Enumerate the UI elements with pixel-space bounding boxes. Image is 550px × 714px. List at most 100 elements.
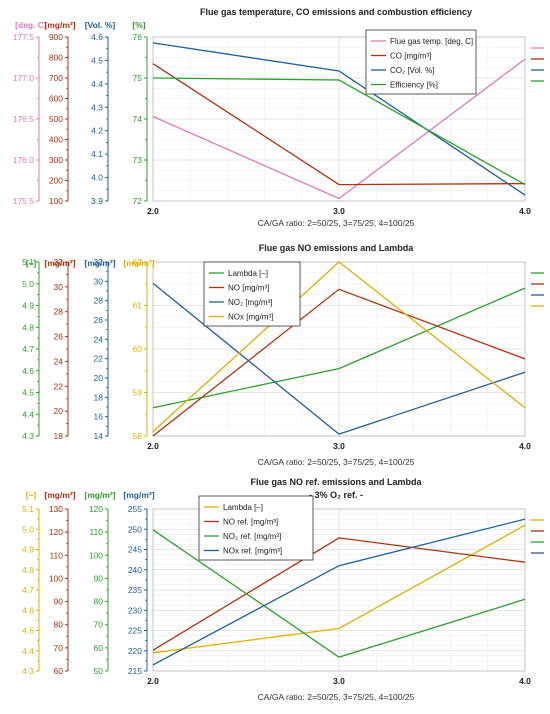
legend-entry: NOx [mg/m³] xyxy=(228,313,273,322)
y-axis-unit: [mg/m³] xyxy=(123,490,154,500)
y-tick-label: 5.0 xyxy=(22,279,34,289)
y-tick-label: 70 xyxy=(54,643,64,653)
y-axis-unit: [mg/m³] xyxy=(44,258,75,268)
y-tick-label: 4.5 xyxy=(22,388,34,398)
y-tick-label: 80 xyxy=(54,620,64,630)
y-tick-label: 100 xyxy=(89,550,103,560)
y-tick-label: 245 xyxy=(128,545,142,555)
y-tick-label: 4.4 xyxy=(22,646,34,656)
chart-panel-2: Flue gas NO emissions and Lambda 2.0 3.0 4.… xyxy=(22,243,544,467)
y-tick-label: 80 xyxy=(94,597,104,607)
y-tick-label: 73 xyxy=(133,155,143,165)
y-tick-label: 230 xyxy=(128,605,142,615)
y-tick-label: 5.1 xyxy=(22,504,34,514)
y-tick-label: 61 xyxy=(133,301,143,311)
x-axis-label: CA/GA ratio: 2=50/25, 3=75/25, 4=100/25 xyxy=(258,457,415,467)
y-tick-label: 24 xyxy=(54,356,64,366)
y-tick-label: 4.7 xyxy=(22,585,34,595)
y-tick-label: 900 xyxy=(49,32,63,42)
y-tick-label: 70 xyxy=(94,620,104,630)
y-axis-1: 4.34.44.54.64.74.84.95.05.1[–] xyxy=(22,257,39,441)
y-tick-label: 30 xyxy=(54,282,64,292)
chart-panel-1: Flue gas temperature, CO emissions and c… xyxy=(13,7,544,228)
y-tick-label: 500 xyxy=(49,114,63,124)
y-tick-label: 120 xyxy=(89,504,103,514)
y-tick-label: 175.5 xyxy=(13,196,35,206)
legend-entry: CO₂ [Vol. %] xyxy=(390,66,434,75)
y-axis-unit: [mg/m³] xyxy=(123,258,154,268)
legend-entry: Lambda [–] xyxy=(228,269,268,278)
legend-entry: Efficiency [%] xyxy=(390,81,438,90)
y-tick-label: 4.4 xyxy=(91,79,103,89)
y-axis-unit: [–] xyxy=(26,258,37,268)
y-tick-label: 4.4 xyxy=(22,409,34,419)
y-tick-label: 90 xyxy=(54,597,64,607)
y-tick-label: 130 xyxy=(49,504,63,514)
chart-title: Flue gas temperature, CO emissions and c… xyxy=(200,7,472,17)
legend: Lambda [–] NO [mg/m³] NO₂ [mg/m³] NOx [mg/m… xyxy=(204,262,300,326)
y-tick-label: 4.5 xyxy=(91,55,103,65)
legend-entry: NO [mg/m³] xyxy=(228,284,269,293)
y-tick-label: 4.8 xyxy=(22,565,34,575)
y-tick-label: 4.6 xyxy=(22,605,34,615)
y-tick-label: 14 xyxy=(94,431,104,441)
legend-entry: NO ref. [mg/m³] xyxy=(223,518,278,527)
legend-entry: NO₂ [mg/m³] xyxy=(228,298,272,307)
y-tick-label: 4.2 xyxy=(91,126,103,136)
y-axis-unit: [mg/m³] xyxy=(44,20,75,30)
y-tick-label: 58 xyxy=(133,431,143,441)
x-axis-label: CA/GA ratio: 2=50/25, 3=75/25, 4=100/25 xyxy=(258,218,415,228)
x-tick-label: 4.0 xyxy=(519,441,531,451)
x-tick-label: 2.0 xyxy=(147,441,159,451)
y-tick-label: 800 xyxy=(49,53,63,63)
y-axis-unit: [mg/m³] xyxy=(84,490,115,500)
y-tick-label: 4.6 xyxy=(22,366,34,376)
y-tick-label: 120 xyxy=(49,527,63,537)
y-axis-unit: [Vol. %] xyxy=(85,20,116,30)
y-tick-label: 4.9 xyxy=(22,545,34,555)
y-tick-label: 76 xyxy=(133,32,143,42)
y-tick-label: 4.0 xyxy=(91,173,103,183)
y-tick-label: 240 xyxy=(128,565,142,575)
legend-entry: NO₂ ref. [mg/m³] xyxy=(223,532,281,541)
y-tick-label: 110 xyxy=(89,527,103,537)
y-tick-label: 30 xyxy=(94,276,104,286)
y-tick-label: 22 xyxy=(54,381,64,391)
x-tick-label: 3.0 xyxy=(333,441,345,451)
chart-panel-3: Flue gas NO ref. emissions and Lambda- 3… xyxy=(22,477,544,702)
y-tick-label: 4.8 xyxy=(22,322,34,332)
y-tick-label: 16 xyxy=(94,412,104,422)
y-tick-label: 100 xyxy=(49,196,63,206)
y-tick-label: 200 xyxy=(49,176,63,186)
y-tick-label: 20 xyxy=(54,406,64,416)
y-tick-label: 90 xyxy=(94,573,104,583)
x-tick-label: 2.0 xyxy=(147,676,159,686)
legend-entry: Flue gas temp. [deg. C] xyxy=(390,37,473,46)
y-tick-label: 176.5 xyxy=(13,114,35,124)
y-tick-label: 225 xyxy=(128,626,142,636)
y-tick-label: 110 xyxy=(49,550,63,560)
y-tick-label: 255 xyxy=(128,504,142,514)
y-tick-label: 250 xyxy=(128,524,142,534)
x-tick-label: 4.0 xyxy=(519,676,531,686)
y-tick-label: 215 xyxy=(128,666,142,676)
y-axis-3: 3.94.04.14.24.34.44.54.6[Vol. %] xyxy=(85,20,116,206)
y-tick-label: 700 xyxy=(49,73,63,83)
y-tick-label: 4.9 xyxy=(22,301,34,311)
y-tick-label: 18 xyxy=(54,431,64,441)
y-axis-unit: [mg/m³] xyxy=(44,490,75,500)
y-tick-label: 50 xyxy=(94,666,104,676)
y-tick-label: 22 xyxy=(94,354,104,364)
y-tick-label: 20 xyxy=(94,373,104,383)
legend-entry: NOx ref. [mg/m³] xyxy=(223,547,282,556)
y-tick-label: 59 xyxy=(133,388,143,398)
chart-title: Flue gas NO emissions and Lambda xyxy=(259,243,415,253)
y-tick-label: 220 xyxy=(128,646,142,656)
